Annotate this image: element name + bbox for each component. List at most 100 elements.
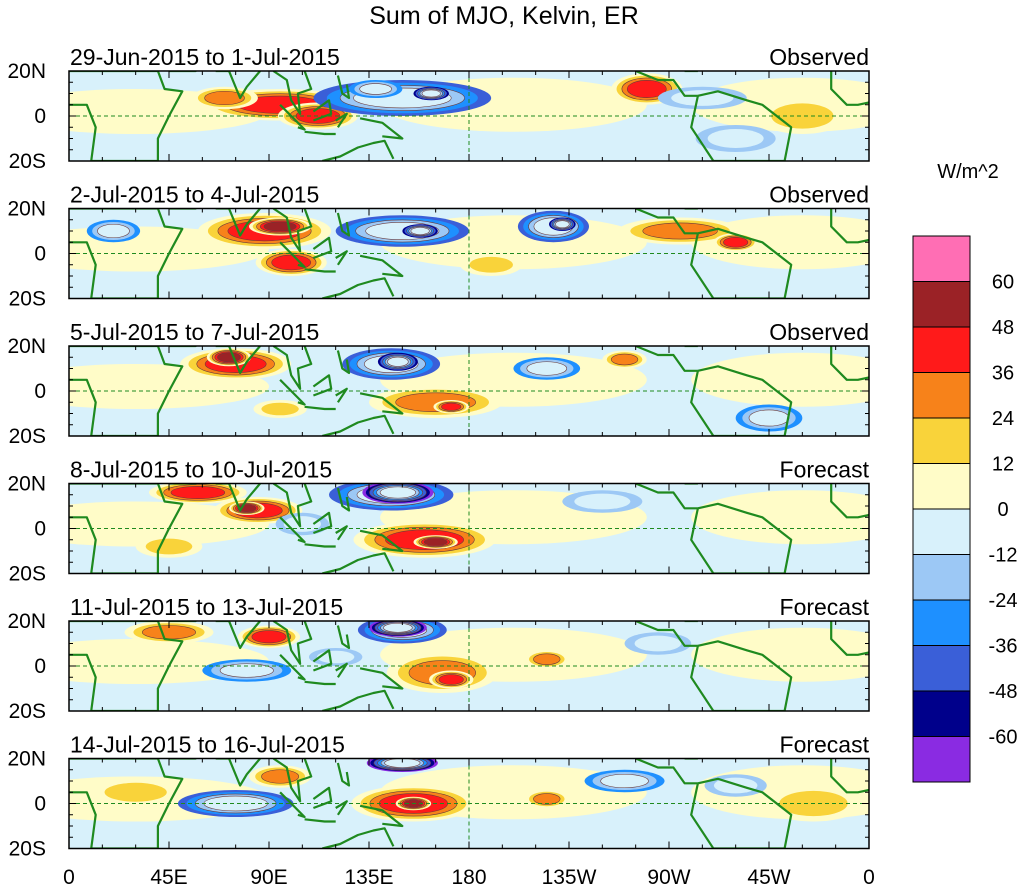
colorbar: 60 48 36 24 12 0 -12 -24 -36 -48 -60 bbox=[912, 235, 1018, 783]
coastline bbox=[690, 90, 793, 161]
x-tick-label: 0 bbox=[63, 866, 75, 889]
coastline bbox=[279, 516, 306, 544]
coastline bbox=[336, 625, 351, 650]
coastline bbox=[279, 379, 306, 406]
y-tick-label: 20N bbox=[7, 60, 46, 83]
anomaly-contour bbox=[642, 222, 718, 240]
y-tick-label: 20S bbox=[9, 700, 46, 723]
x-tick-label: 135E bbox=[344, 866, 393, 889]
anomaly-contour bbox=[634, 635, 682, 652]
anomaly-contour bbox=[203, 795, 268, 812]
coastline bbox=[359, 667, 404, 690]
x-tick-label: 45W bbox=[747, 866, 790, 889]
coastline bbox=[635, 621, 698, 647]
coastline bbox=[322, 689, 395, 711]
y-tick-label: 0 bbox=[34, 380, 46, 403]
panel-date-range: 29-Jun-2015 to 1-Jul-2015 bbox=[70, 44, 340, 70]
x-tick-label: 135W bbox=[542, 866, 597, 889]
coastline bbox=[272, 483, 313, 528]
anomaly-contour bbox=[707, 129, 764, 148]
anomaly-contour bbox=[610, 353, 639, 366]
coastline bbox=[279, 791, 306, 819]
panel-status: Forecast bbox=[780, 594, 870, 620]
anomaly-contour bbox=[423, 538, 448, 546]
coastline bbox=[69, 346, 184, 436]
colorbar-unit-label: W/m^2 bbox=[937, 161, 999, 183]
colorbar-swatch bbox=[912, 326, 971, 373]
coastline bbox=[215, 483, 261, 512]
map-panel: 20N 0 20S 29-Jun-2015 to 1-Jul-2015 Observed bbox=[7, 44, 870, 173]
coastline bbox=[336, 487, 351, 512]
coastline bbox=[830, 71, 869, 106]
coastline bbox=[304, 268, 336, 273]
coastline bbox=[690, 365, 793, 436]
anomaly-contour bbox=[104, 782, 167, 802]
coastline bbox=[635, 346, 698, 372]
coastline bbox=[272, 758, 313, 803]
colorbar-swatch bbox=[912, 508, 971, 555]
anomaly-contour bbox=[387, 356, 409, 367]
y-tick-label: 20N bbox=[7, 473, 46, 496]
x-tick-label: 90W bbox=[647, 866, 690, 889]
coastline bbox=[359, 392, 404, 415]
anomaly-contour bbox=[533, 793, 561, 805]
colorbar-swatch bbox=[912, 690, 971, 737]
x-axis: 0 45E 90E 135E 180 135W 90W 45W 0 bbox=[63, 866, 875, 889]
coastline bbox=[272, 346, 313, 390]
colorbar-label: 48 bbox=[992, 317, 1014, 339]
coastline bbox=[335, 662, 348, 678]
coastline bbox=[304, 405, 336, 411]
coastline bbox=[830, 758, 869, 794]
coastline bbox=[215, 346, 261, 375]
coastline bbox=[312, 236, 333, 260]
colorbar-swatch bbox=[912, 281, 971, 328]
anomaly-contour bbox=[379, 486, 416, 499]
coastline bbox=[304, 680, 336, 686]
coastline bbox=[69, 621, 184, 711]
coastline bbox=[312, 511, 333, 535]
panel-status: Forecast bbox=[780, 732, 870, 758]
anomaly-contour bbox=[748, 409, 790, 427]
map-panel: 20N 0 20S 2-Jul-2015 to 4-Jul-2015 Observed bbox=[7, 182, 870, 311]
coastline bbox=[335, 800, 348, 816]
coastline bbox=[335, 112, 348, 128]
x-tick-label: 45E bbox=[150, 866, 187, 889]
y-tick-label: 20N bbox=[7, 748, 46, 771]
coastline bbox=[69, 208, 184, 299]
y-tick-label: 0 bbox=[34, 243, 46, 266]
panel-date-range: 2-Jul-2015 to 4-Jul-2015 bbox=[70, 182, 319, 208]
colorbar-swatch bbox=[912, 372, 971, 419]
anomaly-contour bbox=[469, 256, 513, 273]
colorbar-swatch bbox=[912, 736, 971, 783]
coastline bbox=[830, 208, 869, 244]
coastline bbox=[336, 212, 351, 237]
anomaly-contour bbox=[263, 221, 297, 232]
anomaly-contour bbox=[251, 630, 287, 644]
anomaly-contour bbox=[533, 653, 561, 665]
coastline bbox=[322, 277, 395, 299]
colorbar-swatch bbox=[912, 463, 971, 510]
colorbar-label: -60 bbox=[989, 727, 1018, 749]
panel-date-range: 14-Jul-2015 to 16-Jul-2015 bbox=[70, 732, 345, 758]
x-tick-label: 180 bbox=[451, 866, 486, 889]
anomaly-contour bbox=[771, 103, 834, 129]
coastline bbox=[279, 104, 306, 131]
chart-title: Sum of MJO, Kelvin, ER bbox=[369, 2, 639, 30]
coastline bbox=[359, 254, 404, 278]
anomaly-contour bbox=[691, 352, 869, 407]
panel-date-range: 11-Jul-2015 to 13-Jul-2015 bbox=[70, 594, 343, 620]
coastline bbox=[690, 227, 793, 299]
map-panel: 20N 0 20S 8-Jul-2015 to 10-Jul-2015 Forecast bbox=[7, 457, 870, 586]
anomaly-contour bbox=[441, 402, 462, 411]
anomaly-contour bbox=[691, 490, 869, 545]
coastline bbox=[635, 758, 698, 785]
colorbar-label: 24 bbox=[992, 408, 1014, 430]
y-tick-label: 20S bbox=[9, 563, 46, 586]
coastline bbox=[635, 483, 698, 510]
y-tick-label: 0 bbox=[34, 518, 46, 541]
anomaly-contour bbox=[671, 90, 734, 106]
anomaly-contour bbox=[261, 769, 300, 784]
coastline bbox=[312, 649, 333, 672]
coastline bbox=[336, 75, 351, 100]
